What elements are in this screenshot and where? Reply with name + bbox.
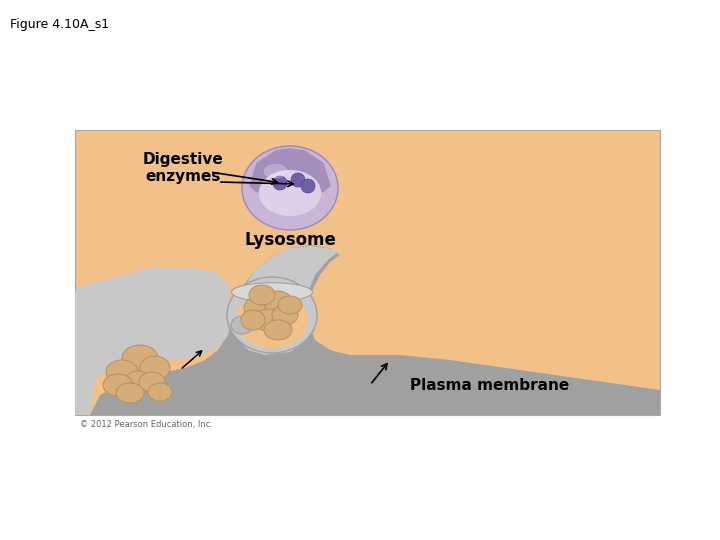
Ellipse shape xyxy=(139,372,165,392)
Ellipse shape xyxy=(232,283,312,302)
Circle shape xyxy=(273,176,287,190)
Ellipse shape xyxy=(264,164,287,179)
Ellipse shape xyxy=(258,170,321,216)
Ellipse shape xyxy=(264,320,292,340)
Ellipse shape xyxy=(227,277,317,353)
Ellipse shape xyxy=(264,291,292,313)
Text: Figure 4.10A_s1: Figure 4.10A_s1 xyxy=(10,18,109,31)
Ellipse shape xyxy=(103,374,133,396)
Ellipse shape xyxy=(122,345,158,371)
Ellipse shape xyxy=(278,296,302,314)
Polygon shape xyxy=(75,246,338,415)
Ellipse shape xyxy=(116,383,144,403)
Ellipse shape xyxy=(140,356,170,380)
Circle shape xyxy=(301,179,315,193)
Bar xyxy=(75,130,660,415)
Polygon shape xyxy=(249,148,330,197)
Ellipse shape xyxy=(231,316,253,334)
Ellipse shape xyxy=(272,305,298,325)
Circle shape xyxy=(291,173,305,187)
Polygon shape xyxy=(75,245,660,415)
Text: Digestive
enzymes: Digestive enzymes xyxy=(143,152,223,184)
Text: © 2012 Pearson Education, Inc.: © 2012 Pearson Education, Inc. xyxy=(80,420,213,429)
Ellipse shape xyxy=(106,360,138,384)
Text: Plasma membrane: Plasma membrane xyxy=(410,377,570,393)
Ellipse shape xyxy=(249,285,275,305)
Ellipse shape xyxy=(148,383,172,401)
Ellipse shape xyxy=(236,292,308,348)
Ellipse shape xyxy=(253,309,283,331)
Ellipse shape xyxy=(124,371,152,393)
Ellipse shape xyxy=(241,310,265,330)
Ellipse shape xyxy=(244,296,276,320)
Text: Lysosome: Lysosome xyxy=(244,231,336,249)
Ellipse shape xyxy=(242,146,338,230)
